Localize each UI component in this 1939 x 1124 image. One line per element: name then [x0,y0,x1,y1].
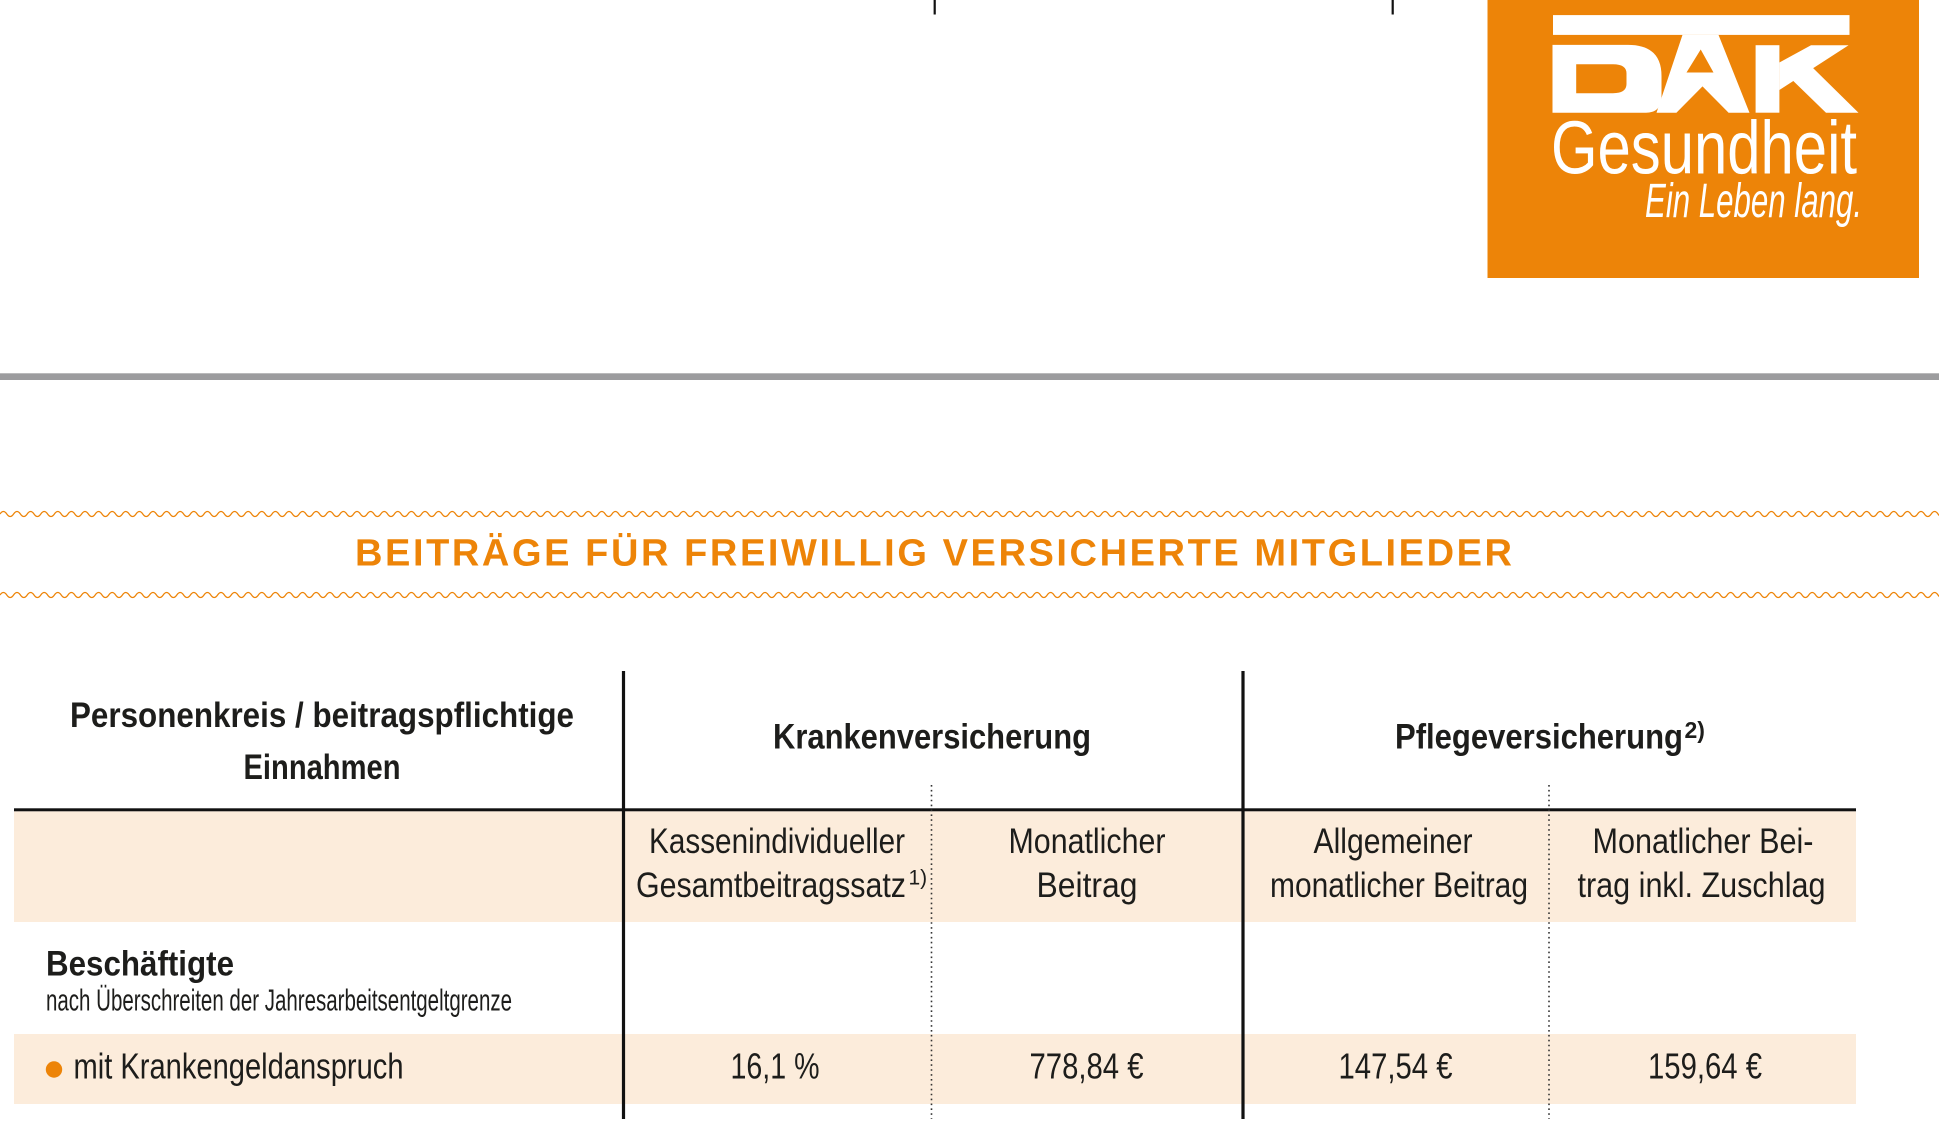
svg-text:Monatlicher Bei-: Monatlicher Bei- [1593,822,1814,861]
svg-text:nach Überschreiten der Jahresa: nach Überschreiten der Jahresarbeitsentg… [46,983,512,1018]
svg-text:Pflegeversicherung: Pflegeversicherung [1395,718,1683,757]
svg-text:Personenkreis / beitragspflich: Personenkreis / beitragspflichtige [70,696,574,735]
svg-text:778,84 €: 778,84 € [1030,1045,1144,1086]
svg-text:16,1 %: 16,1 % [731,1045,820,1086]
svg-text:Kassenindividueller: Kassenindividueller [649,822,905,861]
svg-text:147,54 €: 147,54 € [1339,1045,1453,1086]
svg-text:Ein Leben lang.: Ein Leben lang. [1645,175,1862,228]
svg-text:Monatlicher: Monatlicher [1009,822,1166,861]
svg-text:Beschäftigte: Beschäftigte [46,945,234,984]
svg-text:1): 1) [909,867,928,890]
svg-text:159,64 €: 159,64 € [1648,1045,1762,1086]
svg-text:BEITRÄGE FÜR FREIWILLIG VERSIC: BEITRÄGE FÜR FREIWILLIG VERSICHERTE MITG… [355,532,1512,575]
svg-text:trag inkl. Zuschlag: trag inkl. Zuschlag [1578,866,1826,905]
svg-text:Krankenversicherung: Krankenversicherung [773,718,1091,757]
svg-text:2): 2) [1685,717,1705,743]
svg-text:Einnahmen: Einnahmen [244,748,401,787]
svg-text:Gesundheit: Gesundheit [1551,106,1857,190]
svg-text:Beitrag: Beitrag [1037,866,1138,905]
svg-text:Gesamtbeitragssatz: Gesamtbeitragssatz [636,866,906,905]
svg-text:monatlicher Beitrag: monatlicher Beitrag [1270,866,1528,905]
svg-text:mit Krankengeldanspruch: mit Krankengeldanspruch [74,1045,404,1086]
svg-text:Allgemeiner: Allgemeiner [1314,822,1473,861]
